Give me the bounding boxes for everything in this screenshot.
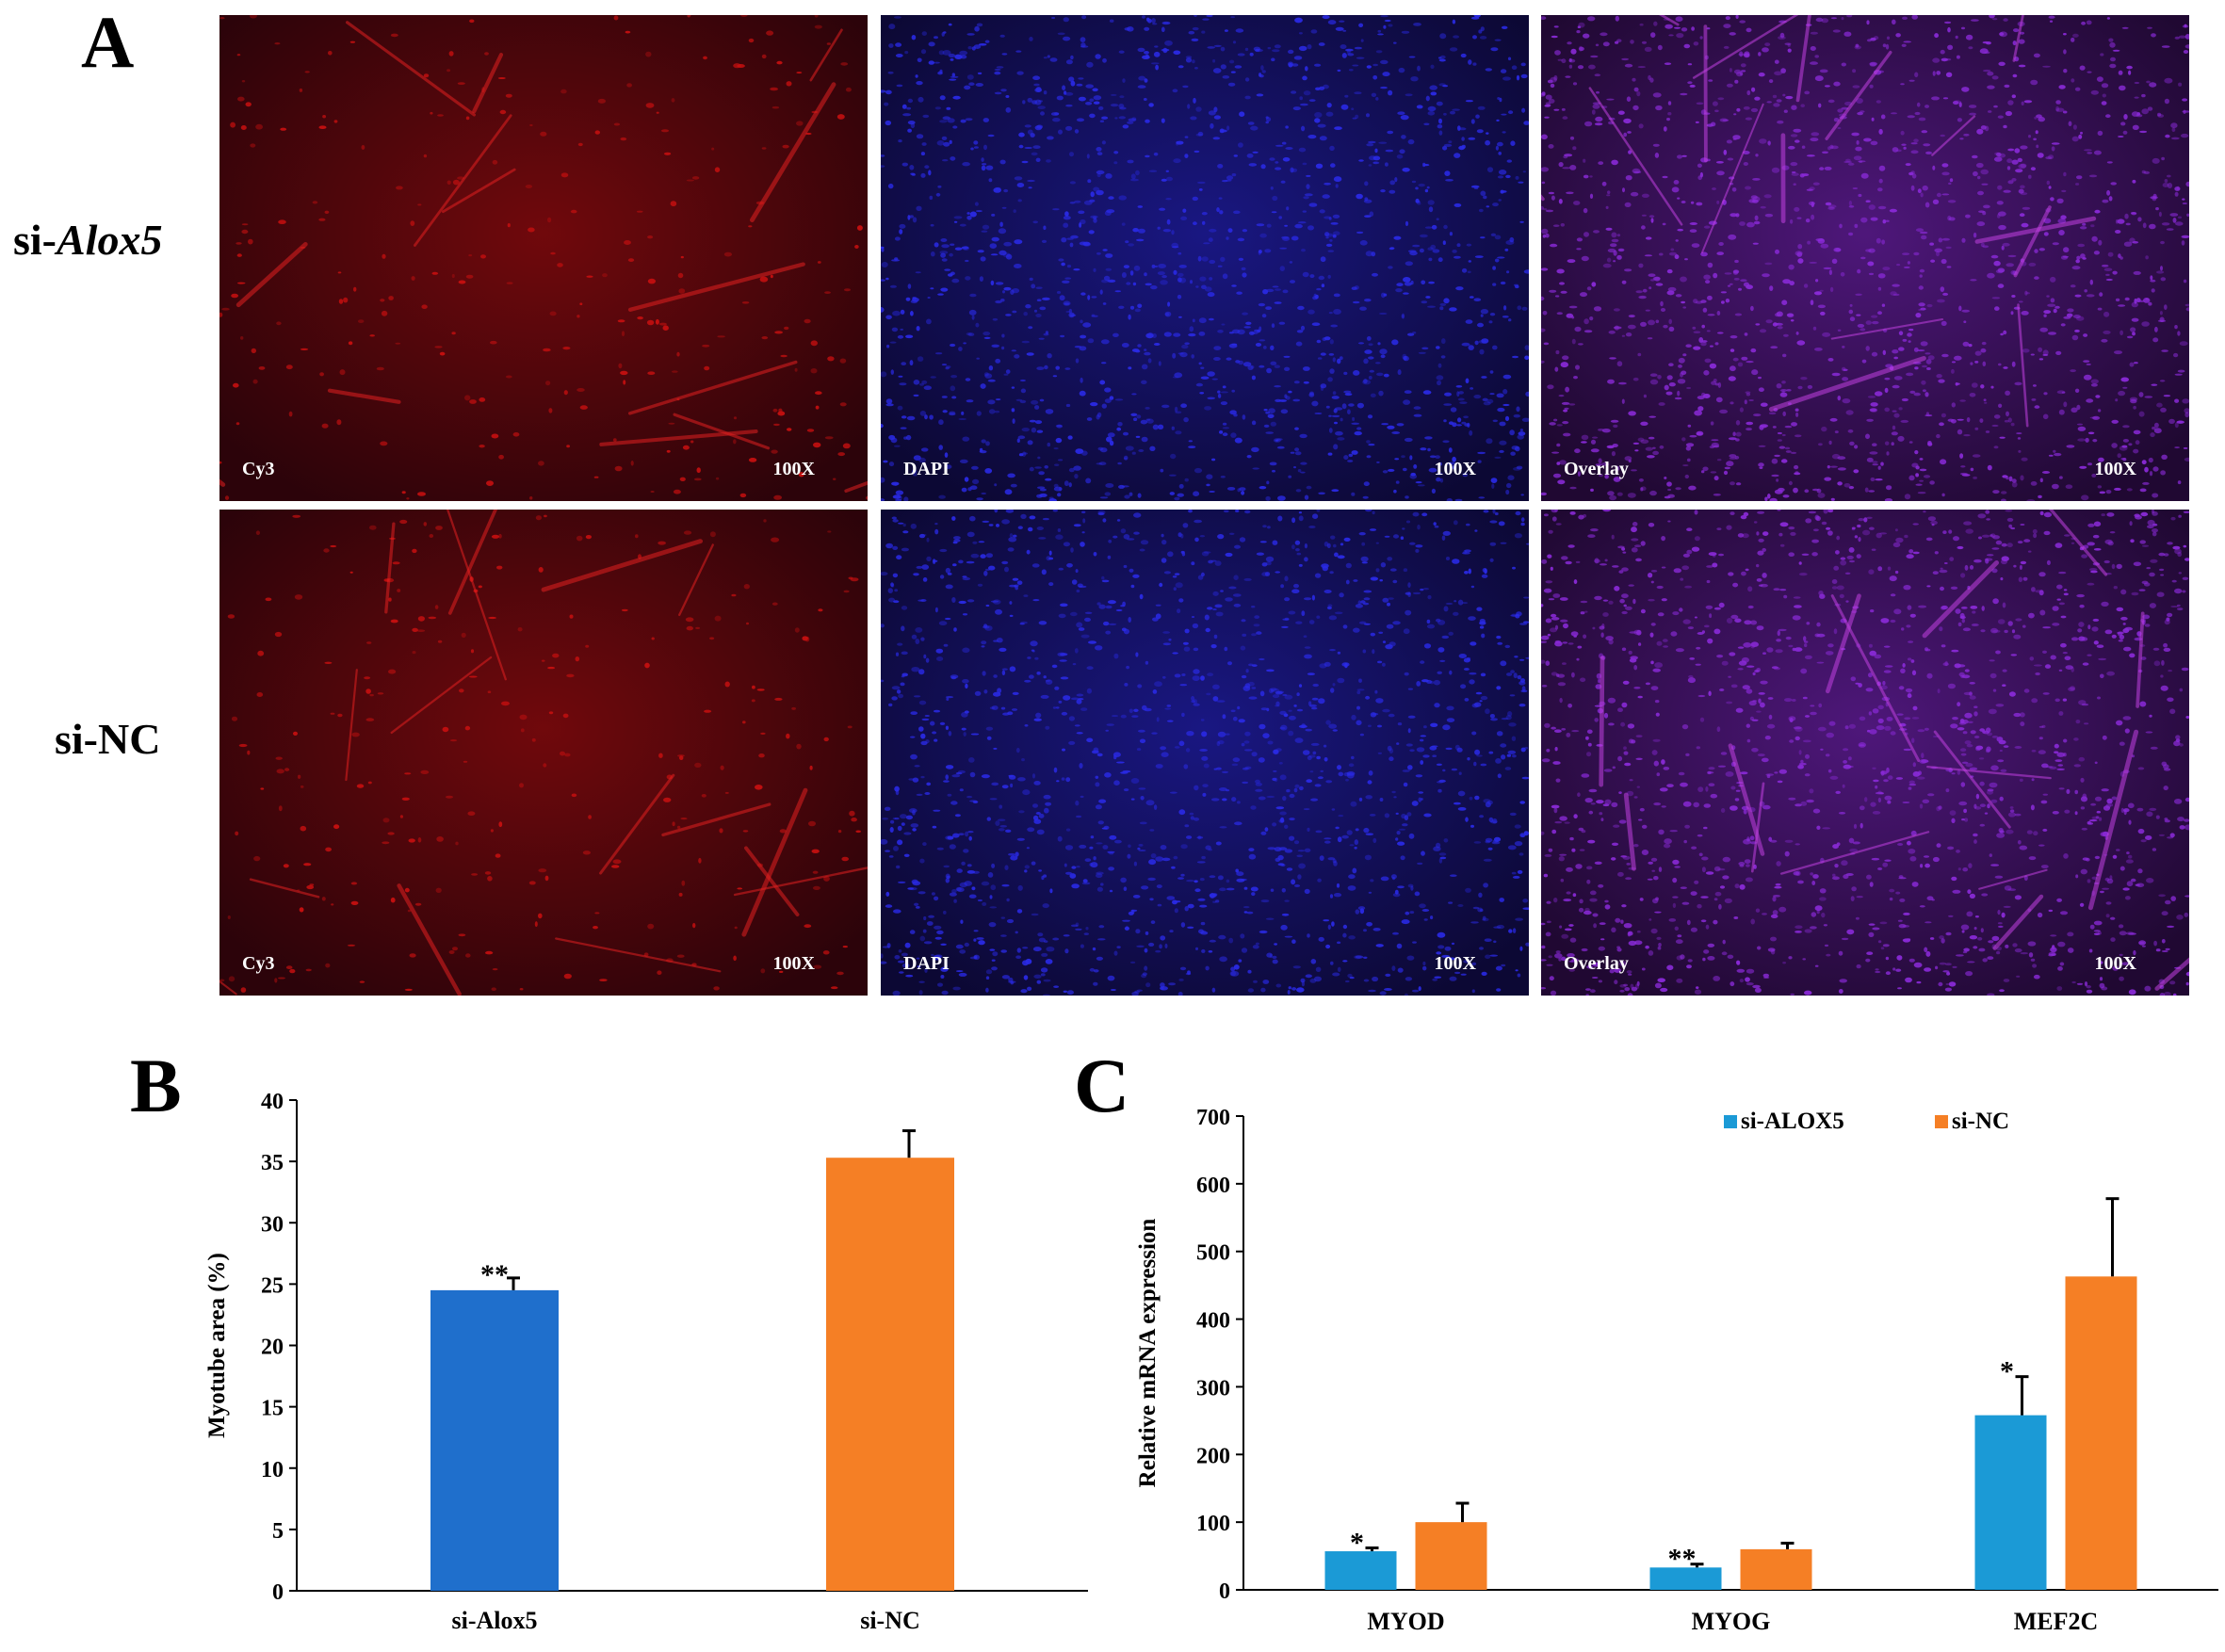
bar-si-nc — [826, 1158, 954, 1591]
legend-label: si-NC — [1952, 1109, 2009, 1134]
y-tick-label: 500 — [1196, 1241, 1230, 1266]
micrograph-magnification-label: 100X — [773, 953, 815, 975]
micrograph-overlay: Overlay 100X — [1541, 510, 2189, 996]
micrograph-channel-label: Overlay — [1564, 459, 1629, 480]
x-tick-label: si-Alox5 — [452, 1607, 538, 1634]
micrograph-magnification-label: 100X — [2095, 459, 2136, 480]
row-label-prefix: si- — [13, 216, 57, 264]
significance-marker: ** — [1668, 1544, 1697, 1575]
y-tick-label: 10 — [261, 1458, 284, 1482]
micrograph-channel-label: Overlay — [1564, 953, 1629, 975]
bar-mef2c-si-nc — [2066, 1276, 2137, 1590]
significance-marker: ** — [480, 1259, 509, 1290]
y-tick-label: 100 — [1196, 1512, 1230, 1536]
bar-myog-si-nc — [1741, 1549, 1812, 1590]
y-tick-label: 30 — [261, 1212, 284, 1237]
micrograph-texture — [219, 510, 868, 996]
myotube-area-chart: Myotube area (%) 0 5 10 15 20 25 30 35 40 ** si-Alo… — [179, 1083, 1093, 1652]
micrograph-magnification-label: 100X — [1435, 459, 1476, 480]
y-tick-label: 25 — [261, 1273, 284, 1298]
micrograph-texture — [1541, 15, 2189, 501]
bar-si-alox5 — [430, 1290, 559, 1591]
row-label-gene: Alox5 — [57, 216, 162, 264]
micrograph-magnification-label: 100X — [2095, 953, 2136, 975]
significance-marker: * — [2000, 1356, 2014, 1387]
y-tick-label: 600 — [1196, 1174, 1230, 1198]
x-tick-label: MYOG — [1692, 1608, 1771, 1635]
bar-myod-si-nc — [1416, 1522, 1487, 1590]
row-label-prefix: si-NC — [55, 715, 160, 763]
micrograph-texture — [881, 15, 1529, 501]
y-tick-label: 5 — [272, 1519, 284, 1544]
y-axis-label: Relative mRNA expression — [1135, 1219, 1161, 1488]
micrograph-channel-label: Cy3 — [242, 459, 274, 480]
micrograph-channel-label: DAPI — [903, 459, 950, 480]
y-tick-label: 200 — [1196, 1444, 1230, 1468]
significance-marker: * — [1350, 1527, 1364, 1558]
bar-mef2c-si-alox5 — [1975, 1416, 2047, 1590]
x-tick-label: MYOD — [1367, 1608, 1444, 1635]
y-tick-label: 20 — [261, 1336, 284, 1360]
y-tick-label: 300 — [1196, 1376, 1230, 1401]
y-tick-label: 15 — [261, 1397, 284, 1421]
micrograph-texture — [881, 510, 1529, 996]
micrograph-channel-label: DAPI — [903, 953, 950, 975]
micrograph-texture — [1541, 510, 2189, 996]
micrograph-magnification-label: 100X — [773, 459, 815, 480]
legend-swatch — [1935, 1115, 1948, 1128]
micrograph-cy3: Cy3 100X — [219, 510, 868, 996]
y-axis-label: Myotube area (%) — [204, 1253, 230, 1438]
x-tick-label: si-NC — [860, 1607, 920, 1634]
micrograph-channel-label: Cy3 — [242, 953, 274, 975]
micrograph-cy3: Cy3 100X — [219, 15, 868, 501]
micrograph-texture — [219, 15, 868, 501]
y-tick-label: 700 — [1196, 1106, 1230, 1130]
panel-b-letter: B — [130, 1047, 182, 1125]
x-tick-label: MEF2C — [2014, 1608, 2099, 1635]
y-tick-label: 35 — [261, 1151, 284, 1175]
micrograph-overlay: Overlay 100X — [1541, 15, 2189, 501]
row-label-si-nc: si-NC — [55, 718, 160, 761]
row-label-si-alox5: si-Alox5 — [13, 219, 162, 262]
micrograph-magnification-label: 100X — [1435, 953, 1476, 975]
y-tick-label: 40 — [261, 1090, 284, 1114]
y-tick-label: 0 — [272, 1580, 284, 1605]
mrna-expression-chart-svg: Relative mRNA expression 0 100 200 300 400 500… — [1112, 1083, 2225, 1647]
myotube-area-chart-svg: Myotube area (%) 0 5 10 15 20 25 30 35 40 ** si-Alo… — [179, 1083, 1093, 1647]
y-tick-label: 0 — [1219, 1579, 1230, 1604]
panel-a-letter: A — [81, 6, 134, 79]
micrograph-dapi: DAPI 100X — [881, 510, 1529, 996]
legend-label: si-ALOX5 — [1741, 1109, 1844, 1134]
micrograph-dapi: DAPI 100X — [881, 15, 1529, 501]
legend-swatch — [1724, 1115, 1737, 1128]
y-tick-label: 400 — [1196, 1309, 1230, 1334]
mrna-expression-chart: Relative mRNA expression 0 100 200 300 400 500… — [1112, 1083, 2225, 1652]
